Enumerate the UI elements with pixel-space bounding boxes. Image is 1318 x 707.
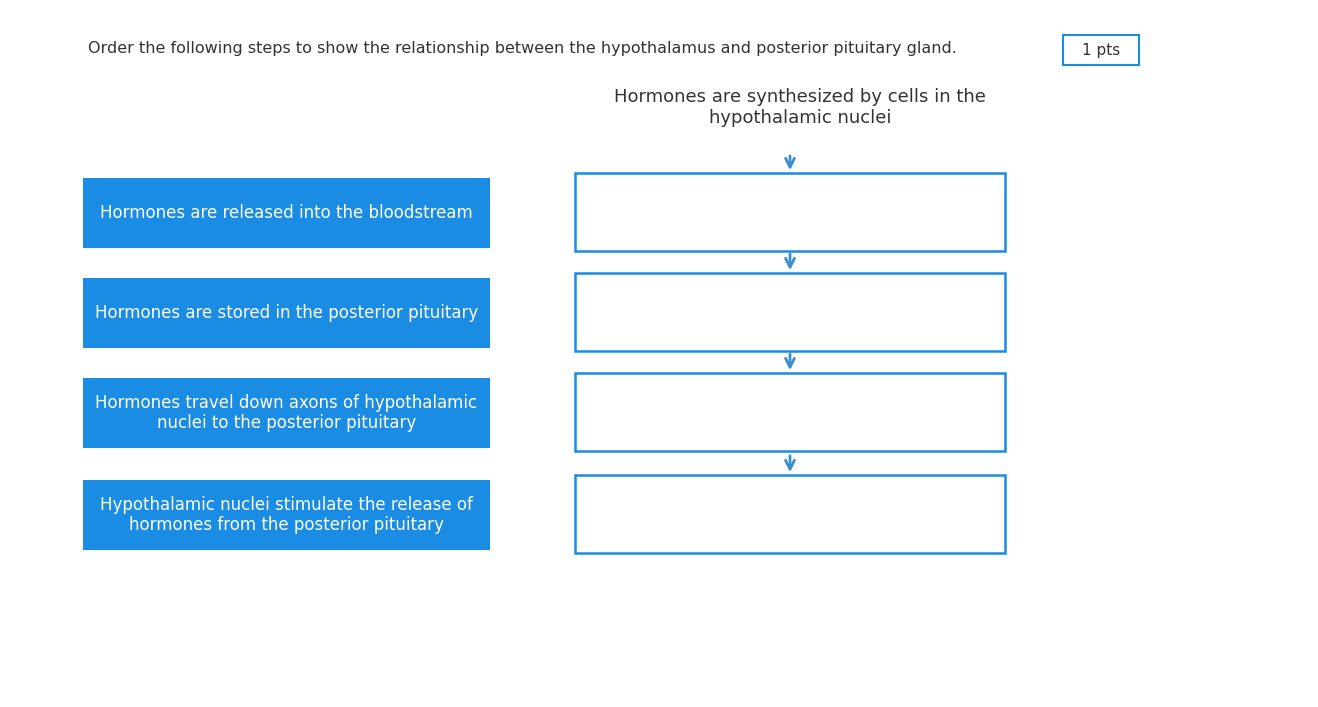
Text: Hormones are released into the bloodstream: Hormones are released into the bloodstre… — [100, 204, 473, 222]
FancyBboxPatch shape — [1064, 35, 1139, 65]
Text: Hormones travel down axons of hypothalamic
nuclei to the posterior pituitary: Hormones travel down axons of hypothalam… — [95, 394, 477, 433]
FancyBboxPatch shape — [83, 378, 490, 448]
FancyBboxPatch shape — [575, 475, 1006, 553]
FancyBboxPatch shape — [83, 178, 490, 248]
FancyBboxPatch shape — [575, 173, 1006, 251]
Text: Hormones are synthesized by cells in the
hypothalamic nuclei: Hormones are synthesized by cells in the… — [614, 88, 986, 127]
FancyBboxPatch shape — [83, 278, 490, 348]
FancyBboxPatch shape — [83, 480, 490, 550]
Text: Order the following steps to show the relationship between the hypothalamus and : Order the following steps to show the re… — [88, 40, 957, 56]
Text: 1 pts: 1 pts — [1082, 42, 1120, 57]
FancyBboxPatch shape — [575, 373, 1006, 451]
FancyBboxPatch shape — [575, 273, 1006, 351]
Text: Hypothalamic nuclei stimulate the release of
hormones from the posterior pituita: Hypothalamic nuclei stimulate the releas… — [100, 496, 473, 534]
Text: Hormones are stored in the posterior pituitary: Hormones are stored in the posterior pit… — [95, 304, 478, 322]
